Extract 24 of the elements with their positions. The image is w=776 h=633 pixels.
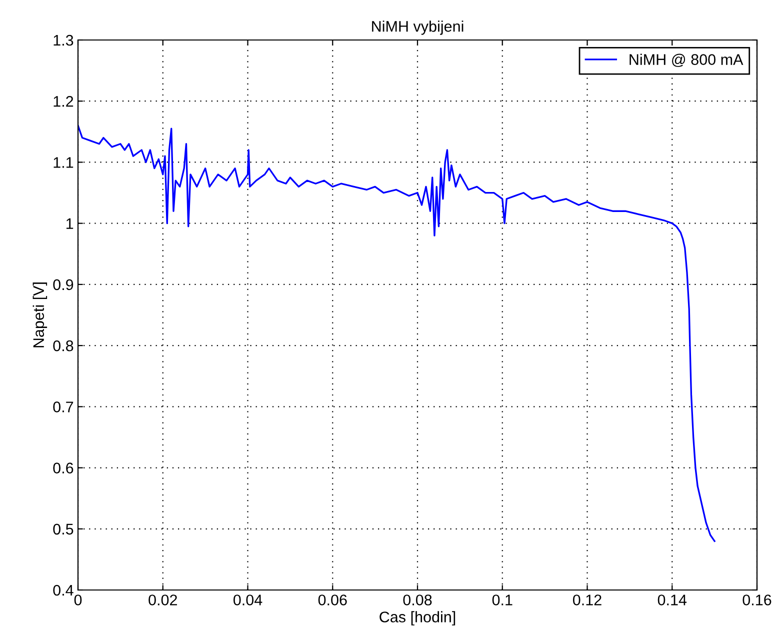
x-tick-label: 0.04 [233, 594, 262, 606]
x-tick-label: 0.02 [148, 594, 177, 606]
y-tick-label: 0.6 [53, 462, 74, 474]
y-tick-label: 0.9 [53, 279, 74, 290]
x-tick-label: 0.06 [318, 594, 347, 606]
y-tick-label: 1 [66, 218, 74, 229]
x-tick-label: 0.08 [403, 594, 432, 606]
legend-label: NiMH @ 800 mA [630, 54, 744, 67]
x-tick-label: 0.1 [492, 594, 512, 606]
chart-title: NiMH vybijeni [372, 20, 464, 35]
y-tick-label: 0.8 [53, 340, 74, 352]
x-axis-title: Cas [hodin] [380, 611, 456, 626]
x-tick-label: 0.16 [742, 594, 772, 606]
x-tick-label: 0.12 [572, 594, 602, 606]
y-tick-label: 1.1 [54, 157, 74, 168]
y-axis-title: Napeti [V] [32, 282, 48, 348]
x-tick-label: 0 [74, 594, 82, 606]
y-tick-label: 0.5 [53, 524, 74, 535]
x-tick-label: 0.14 [658, 594, 687, 606]
line-series [78, 124, 716, 542]
y-tick-label: 1.3 [54, 34, 74, 46]
y-tick-label: 0.7 [53, 402, 74, 412]
y-tick-label: 1.2 [54, 96, 74, 107]
y-tick-label: 0.4 [53, 584, 74, 596]
